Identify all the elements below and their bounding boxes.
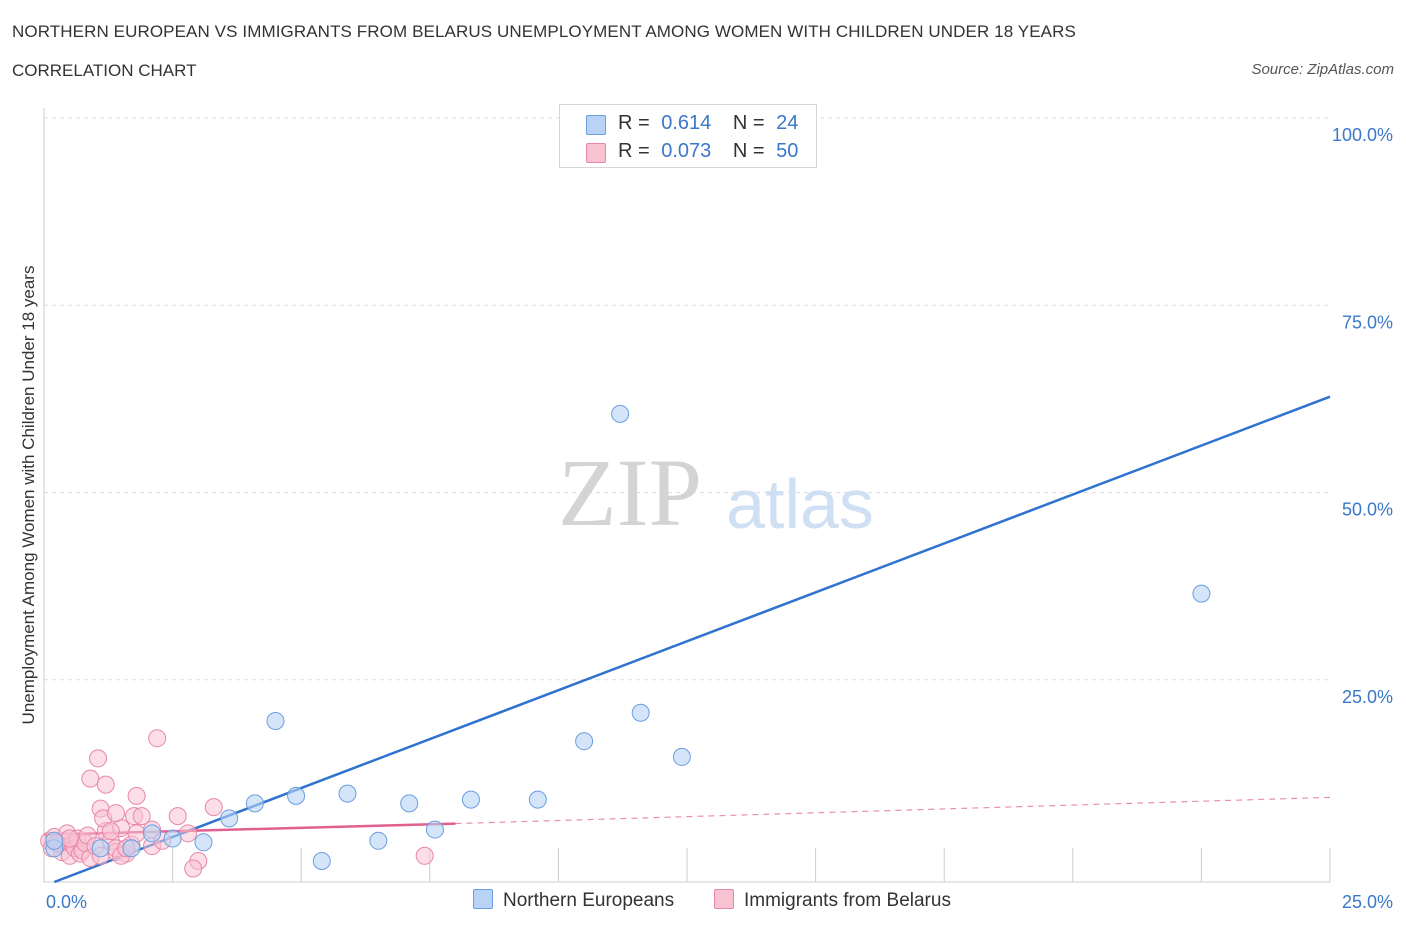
watermark-atlas: atlas xyxy=(726,465,874,543)
point-northern-europeans xyxy=(245,794,264,813)
point-immigrants-from-belarus xyxy=(179,824,198,843)
watermark: ZIP atlas xyxy=(558,439,874,546)
legend-swatch-pink xyxy=(586,143,606,163)
point-northern-europeans xyxy=(461,790,480,809)
y-tick-label-100: 100.0% xyxy=(1332,125,1393,145)
point-northern-europeans xyxy=(575,732,594,751)
legend-item-northern-europeans: Northern Europeans xyxy=(473,889,674,912)
point-northern-europeans xyxy=(194,833,213,852)
correlation-legend: R = 0.614 N = 24 R = 0.073 N = 50 xyxy=(559,104,817,168)
point-northern-europeans xyxy=(611,404,630,423)
legend-label: Northern Europeans xyxy=(503,890,675,911)
x-tick-label-max: 25.0% xyxy=(1342,892,1393,912)
y-tick-label-25: 25.0% xyxy=(1342,687,1393,707)
trend-line-immigrants-from-belarus-extrapolated xyxy=(455,796,1331,825)
n-value: 24 xyxy=(776,112,799,134)
watermark-zip: ZIP xyxy=(558,439,702,546)
source-note: Source: ZipAtlas.com xyxy=(1251,61,1394,78)
point-immigrants-from-belarus xyxy=(415,846,434,865)
point-northern-europeans xyxy=(163,829,182,848)
x-axis-ticks xyxy=(172,848,1331,882)
legend-swatch-pink xyxy=(714,889,734,909)
legend-swatch-blue xyxy=(473,889,493,909)
chart-subtitle: CORRELATION CHART xyxy=(12,61,197,80)
point-northern-europeans xyxy=(91,839,110,858)
n-value: 50 xyxy=(776,140,799,162)
point-northern-europeans xyxy=(143,824,162,843)
point-northern-europeans xyxy=(220,809,239,828)
r-label: R = xyxy=(618,112,650,134)
point-northern-europeans xyxy=(631,703,650,722)
n-label: N = xyxy=(732,112,765,134)
point-northern-europeans xyxy=(287,786,306,805)
y-tick-labels: 25.0% 50.0% 75.0% 100.0% xyxy=(1332,125,1393,707)
y-axis-label: Unemployment Among Women with Children U… xyxy=(19,266,38,725)
point-northern-europeans xyxy=(672,747,691,766)
trend-line-northern-europeans xyxy=(53,395,1331,884)
point-northern-europeans xyxy=(122,839,141,858)
point-northern-europeans xyxy=(369,831,388,850)
point-immigrants-from-belarus xyxy=(96,775,115,794)
grid-lines xyxy=(44,117,1330,681)
y-tick-label-50: 50.0% xyxy=(1342,500,1393,520)
legend-item-immigrants-from-belarus: Immigrants from Belarus xyxy=(714,889,951,912)
point-immigrants-from-belarus xyxy=(127,824,146,843)
legend-label: Immigrants from Belarus xyxy=(744,890,951,911)
point-northern-europeans xyxy=(45,831,64,850)
r-value: 0.614 xyxy=(661,112,712,134)
legend-swatch-blue xyxy=(586,115,606,135)
n-label: N = xyxy=(732,140,765,162)
chart-title: NORTHERN EUROPEAN VS IMMIGRANTS FROM BEL… xyxy=(12,22,1076,41)
point-immigrants-from-belarus xyxy=(132,807,151,826)
r-label: R = xyxy=(618,140,650,162)
point-immigrants-from-belarus xyxy=(60,829,79,848)
point-immigrants-from-belarus xyxy=(184,859,203,878)
point-northern-europeans xyxy=(338,784,357,803)
point-northern-europeans xyxy=(1192,584,1211,603)
point-immigrants-from-belarus xyxy=(127,786,146,805)
point-immigrants-from-belarus xyxy=(107,804,126,823)
point-immigrants-from-belarus xyxy=(148,729,167,748)
point-immigrants-from-belarus xyxy=(204,798,223,817)
point-northern-europeans xyxy=(312,852,331,871)
point-northern-europeans xyxy=(400,794,419,813)
r-value: 0.073 xyxy=(661,140,712,162)
y-tick-label-75: 75.0% xyxy=(1342,312,1393,332)
point-immigrants-from-belarus xyxy=(81,769,100,788)
point-northern-europeans xyxy=(425,820,444,839)
point-immigrants-from-belarus xyxy=(101,822,120,841)
x-tick-label-min: 0.0% xyxy=(46,892,87,912)
point-immigrants-from-belarus xyxy=(168,807,187,826)
points-northern-europeans xyxy=(45,124,1211,871)
point-northern-europeans xyxy=(266,711,285,730)
point-northern-europeans xyxy=(528,790,547,809)
point-immigrants-from-belarus xyxy=(89,749,108,768)
